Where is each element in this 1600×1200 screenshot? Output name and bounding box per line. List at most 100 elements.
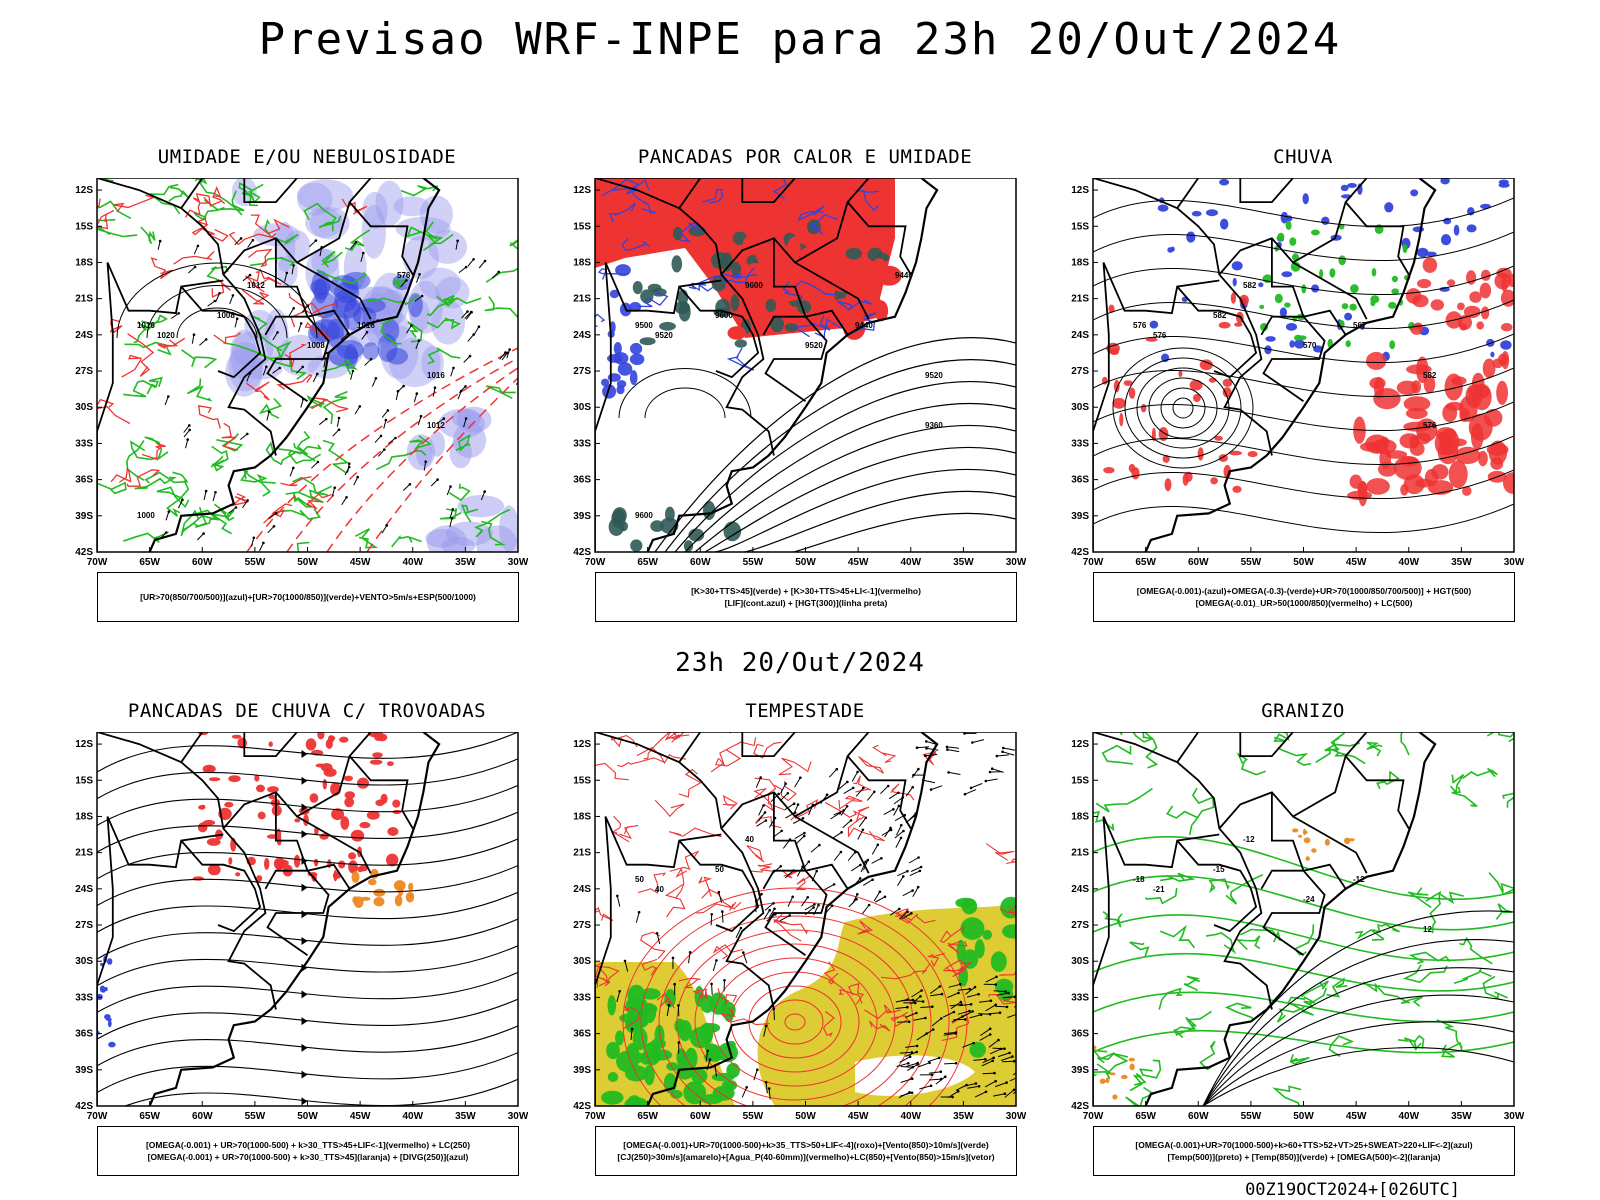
political-border	[348, 755, 414, 829]
contour-label: 1020	[157, 331, 175, 340]
political-border	[762, 238, 807, 336]
political-border	[97, 178, 277, 456]
lat-tick-label: 42S	[75, 547, 93, 558]
contour-label: 1008	[217, 311, 235, 320]
lon-tick-label: 40W	[1398, 1111, 1419, 1122]
lon-tick-label: 55W	[245, 1111, 266, 1122]
political-border	[1344, 201, 1410, 275]
contour-label: 9500	[635, 321, 653, 330]
lat-tick-label: 27S	[573, 366, 591, 377]
lon-tick-label: 65W	[139, 557, 160, 568]
political-border	[604, 816, 722, 869]
lat-tick-label: 18S	[75, 811, 93, 822]
lon-tick-label: 70W	[87, 557, 108, 568]
contour-label: 40	[655, 885, 664, 894]
lon-tick-label: 55W	[1241, 1111, 1262, 1122]
lat-tick-label: 33S	[75, 438, 93, 449]
lon-tick-label: 45W	[350, 1111, 371, 1122]
lon-tick-label: 40W	[402, 1111, 423, 1122]
political-border	[106, 816, 224, 869]
lon-tick-label: 35W	[455, 557, 476, 568]
lon-tick-label: 55W	[245, 557, 266, 568]
lon-tick-label: 35W	[1451, 557, 1472, 568]
contour-label: 582	[1213, 311, 1227, 320]
lat-tick-label: 42S	[1071, 1101, 1089, 1112]
lon-tick-label: 30W	[1504, 1111, 1524, 1122]
contour-label: -12	[1353, 875, 1365, 884]
lat-tick-label: 15S	[573, 775, 591, 786]
contour-label: 570	[1303, 341, 1317, 350]
political-border	[1176, 840, 1258, 933]
political-border	[1303, 309, 1347, 336]
lat-tick-label: 42S	[1071, 547, 1089, 558]
lat-tick-label: 24S	[75, 884, 93, 895]
lat-tick-label: 30S	[75, 956, 93, 967]
political-border	[678, 732, 702, 763]
contour-label: -24	[1303, 895, 1315, 904]
legend-box-umidade: [UR>70(850/700/500)](azul)+[UR>70(1000/8…	[97, 572, 519, 622]
lat-tick-label: 30S	[573, 402, 591, 413]
contour-label: 576	[1133, 321, 1147, 330]
contour-label: 582	[1423, 371, 1437, 380]
lon-tick-label: 70W	[585, 557, 606, 568]
lon-tick-label: 35W	[953, 557, 974, 568]
lat-tick-label: 18S	[1071, 257, 1089, 268]
political-border	[846, 755, 912, 829]
lat-tick-label: 15S	[1071, 775, 1089, 786]
contour-label: 576	[1423, 421, 1437, 430]
lat-tick-label: 39S	[75, 1065, 93, 1076]
lat-tick-label: 33S	[573, 438, 591, 449]
political-border	[595, 178, 775, 456]
contour-label: 50	[635, 875, 644, 884]
lon-tick-label: 65W	[1135, 557, 1156, 568]
lat-tick-label: 39S	[75, 511, 93, 522]
lat-tick-label: 24S	[1071, 330, 1089, 341]
panel-title-umidade: UMIDADE E/OU NEBULOSIDADE	[157, 146, 457, 168]
contour-label: 9520	[655, 331, 673, 340]
lon-tick-label: 70W	[1083, 557, 1104, 568]
lon-tick-label: 40W	[402, 557, 423, 568]
lon-tick-label: 50W	[297, 557, 318, 568]
political-border	[243, 732, 298, 757]
lon-tick-label: 55W	[743, 1111, 764, 1122]
lat-tick-label: 18S	[573, 257, 591, 268]
lat-tick-label: 18S	[1071, 811, 1089, 822]
lat-tick-label: 27S	[573, 920, 591, 931]
legend-line: [OMEGA(-0.001) + UR>70(1000-500) + k>30_…	[147, 1152, 469, 1162]
political-border	[1093, 262, 1110, 552]
contour-label: 50	[715, 865, 724, 874]
political-border	[595, 816, 612, 1106]
political-border	[97, 262, 114, 552]
panel-title-pancadas-calor: PANCADAS POR CALOR E UMIDADE	[637, 146, 973, 168]
lat-tick-label: 36S	[1071, 1029, 1089, 1040]
contour-label: 1016	[427, 371, 445, 380]
lon-tick-label: 40W	[900, 557, 921, 568]
coastline	[148, 178, 441, 552]
lat-tick-label: 30S	[1071, 956, 1089, 967]
map-pancadas-calor: 9600960095009520952094409520936096009440…	[573, 178, 1026, 568]
lon-tick-label: 50W	[1293, 557, 1314, 568]
contour-label: 576	[1153, 331, 1167, 340]
lat-tick-label: 36S	[1071, 475, 1089, 486]
contour-label: 576	[397, 271, 411, 280]
lat-tick-label: 18S	[75, 257, 93, 268]
contour-label: 9520	[805, 341, 823, 350]
lat-tick-label: 24S	[75, 330, 93, 341]
lon-tick-label: 30W	[508, 1111, 528, 1122]
contour-label: 1016	[137, 321, 155, 330]
lat-tick-label: 21S	[573, 848, 591, 859]
lat-tick-label: 42S	[573, 547, 591, 558]
political-border	[595, 262, 612, 552]
coastline	[148, 732, 441, 1106]
political-border	[296, 815, 372, 874]
political-border	[846, 201, 912, 275]
political-border	[180, 840, 262, 933]
lat-tick-label: 21S	[1071, 848, 1089, 859]
map-tempestade: 40 50 50 40 12S 15S 18S 21S 24S 27S 30S 33S 36S 39S 42…	[573, 732, 1026, 1122]
coastline	[646, 732, 939, 1106]
lat-tick-label: 36S	[75, 1029, 93, 1040]
lat-tick-label: 24S	[573, 884, 591, 895]
political-border	[1262, 316, 1326, 402]
